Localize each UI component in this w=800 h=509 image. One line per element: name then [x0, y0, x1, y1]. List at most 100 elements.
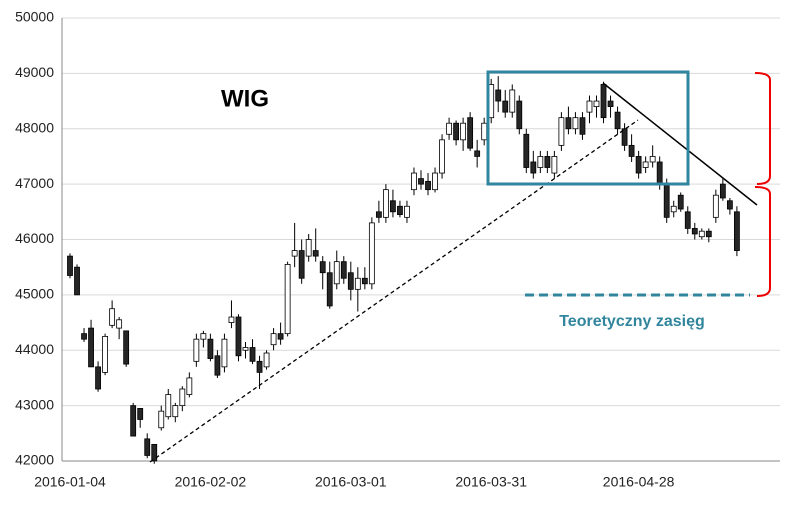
candle-body — [558, 117, 565, 146]
candle-body — [200, 333, 207, 340]
candle-body — [109, 308, 116, 326]
x-tick-label: 2016-03-31 — [455, 474, 527, 490]
candle-body — [361, 277, 368, 285]
candle-body — [158, 410, 165, 429]
candle-body — [404, 205, 410, 218]
candle-body — [207, 338, 214, 359]
y-tick-label: 48000 — [15, 119, 54, 135]
candle-body — [614, 111, 621, 130]
candle-body — [516, 100, 523, 130]
candle-body — [453, 122, 460, 141]
candle-body — [340, 261, 347, 279]
candle-body — [333, 261, 340, 285]
candle-body — [235, 316, 242, 357]
candle-body — [390, 200, 396, 213]
candle-body — [663, 183, 670, 218]
candle-body — [551, 156, 558, 174]
candle-body — [186, 377, 193, 395]
candle-body — [298, 250, 305, 279]
candle-body — [684, 211, 691, 229]
candle-body — [81, 333, 87, 340]
candle-body — [621, 128, 628, 146]
candle-body — [628, 144, 635, 157]
candle-body — [277, 333, 284, 340]
candle-body — [656, 161, 663, 185]
candle-body — [249, 347, 256, 362]
candle-body — [698, 230, 705, 238]
candle-body — [221, 338, 228, 368]
candle-body — [151, 443, 158, 462]
candle-body — [88, 327, 94, 368]
candle-body — [734, 211, 740, 251]
candle-body — [291, 250, 298, 257]
candle-body — [74, 266, 80, 296]
pattern-box — [486, 70, 690, 186]
chart-title: WIG — [221, 85, 269, 112]
candle-body — [144, 438, 151, 456]
candle-body — [607, 100, 614, 107]
candle-body — [460, 122, 467, 141]
x-tick-label: 2016-03-01 — [315, 474, 387, 490]
candle-body — [635, 156, 642, 174]
candle-body — [593, 100, 600, 107]
x-tick-label: 2016-02-02 — [175, 474, 247, 490]
candle-body — [102, 336, 108, 373]
candle-body — [446, 122, 452, 135]
candle-body — [670, 205, 677, 213]
y-tick-label: 46000 — [15, 230, 54, 246]
y-tick-label: 44000 — [15, 341, 54, 357]
trend-line — [149, 119, 639, 463]
candle-body — [137, 407, 144, 420]
candle-body — [354, 277, 361, 290]
candle-body — [600, 84, 607, 119]
candle-body — [509, 89, 516, 113]
candle-body — [347, 272, 354, 290]
annotation: Teoretyczny zasięg — [559, 313, 705, 330]
candle-body — [116, 319, 123, 329]
candle-body — [368, 222, 375, 285]
y-tick-label: 49000 — [15, 64, 54, 80]
candle-body — [172, 405, 179, 418]
candle-body — [530, 161, 537, 174]
x-tick-label: 2016-04-28 — [603, 474, 675, 490]
candles — [67, 76, 740, 464]
candle-body — [586, 100, 593, 113]
candle-body — [726, 200, 733, 210]
candle-body — [523, 133, 530, 168]
y-tick-label: 47000 — [15, 175, 54, 191]
candle-body — [67, 255, 73, 276]
candle-body — [719, 183, 726, 199]
candle-body — [214, 355, 221, 376]
candle-body — [179, 388, 186, 407]
candle-body — [705, 230, 712, 238]
candle-body — [375, 211, 382, 218]
candle-body — [242, 347, 249, 351]
candle-body — [130, 405, 137, 437]
candle-body — [319, 261, 326, 274]
candle-body — [228, 316, 235, 323]
candle-body — [481, 122, 488, 141]
candle-body — [439, 139, 445, 174]
range-brackets — [754, 72, 771, 297]
candle-body — [467, 117, 474, 149]
candle-body — [418, 178, 424, 185]
candle-body — [425, 180, 431, 191]
candle-body — [579, 117, 586, 135]
candle-body — [312, 250, 319, 257]
candle-body — [326, 272, 333, 307]
y-tick-label: 50000 — [15, 9, 54, 25]
candle-body — [382, 189, 389, 218]
candle-body — [284, 264, 291, 335]
candle-body — [411, 172, 417, 191]
candle-body — [495, 89, 502, 102]
candle-body — [537, 156, 544, 168]
candle-body — [474, 150, 481, 157]
candle-body — [270, 333, 277, 346]
candle-body — [432, 172, 438, 191]
candle-body — [193, 338, 200, 362]
candle-body — [677, 194, 684, 210]
resistance-line — [602, 82, 758, 206]
candle-body — [305, 239, 312, 257]
candle-body — [165, 394, 172, 418]
